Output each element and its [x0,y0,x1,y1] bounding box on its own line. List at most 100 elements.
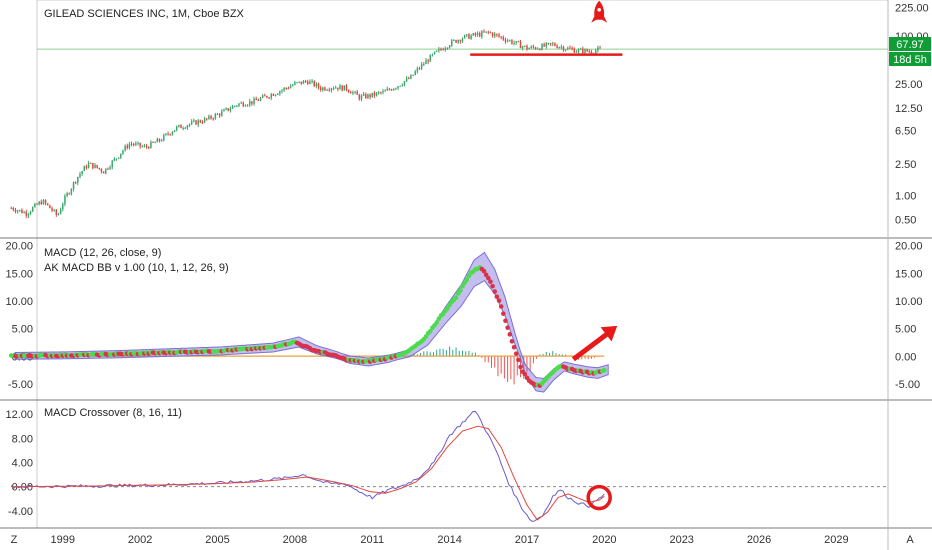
candle-body [498,34,500,37]
candle-body [130,143,133,145]
candle-body [304,80,307,82]
candle-body [408,78,410,80]
candle-body [218,113,221,116]
candle-body [547,43,550,45]
candle-body [569,47,571,49]
candle-body [560,46,563,48]
candle-body [438,48,440,51]
candle-body [358,94,361,100]
candle-body [40,201,43,205]
candle-body [152,141,154,143]
candle-body [139,142,141,147]
candle-body [294,82,296,85]
auto-scale-toggle[interactable]: A [906,534,914,546]
candle-body [38,201,40,205]
candle-body [81,171,83,174]
candle-body [345,85,348,90]
candle-body [468,34,470,39]
macd-tick-label-left: 10.00 [5,296,33,308]
macd-dot [494,294,500,300]
candle-body [298,81,300,83]
candle-body [418,68,421,70]
countdown-label: 18d 5h [893,54,927,66]
candle-body [573,48,575,53]
timezone-toggle[interactable]: Z [11,534,18,546]
candle-body [332,88,335,90]
candle-body [427,60,429,62]
candle-body [291,84,294,86]
candle-body [12,207,15,211]
candle-body [229,108,232,111]
candle-body [442,49,444,51]
macd-dot [492,289,498,294]
candle-body [339,85,341,90]
time-tick-label: 2014 [437,534,461,546]
candle-body [463,35,466,39]
macd-panel-title: MACD (12, 26, close, 9) [44,247,161,259]
candle-body [309,81,311,84]
candle-body [330,88,333,91]
candle-body [233,105,236,107]
candle-body [96,164,98,168]
macd-tick-label: 10.00 [895,296,923,308]
candle-body [567,47,569,50]
rocket-fins [591,14,608,23]
price-tick-label: 225.00 [895,3,929,15]
candle-body [34,203,36,208]
candle-body [70,189,73,194]
candle-body [350,91,352,94]
macd-tick-label: 0.00 [895,351,916,363]
candle-body [59,209,62,214]
candle-body [322,87,324,91]
candle-body [132,144,135,146]
price-panel-title: GILEAD SCIENCES INC, 1M, Cboe BZX [44,8,245,20]
candle-body [356,91,358,95]
candle-body [403,81,406,85]
price-tick-label: 0.50 [895,215,916,227]
candle-body [513,42,515,44]
candle-body [476,33,479,36]
candle-body [590,51,593,54]
candle-body [328,89,331,91]
time-tick-label: 2029 [824,534,848,546]
candle-body [255,98,257,101]
candle-body [365,94,367,99]
candle-body [57,213,60,215]
macd-dot [522,371,528,377]
candle-body [143,145,146,147]
candle-body [420,64,423,69]
macd-dot [507,332,513,337]
candle-body [14,210,17,212]
crossover-fast-line [10,410,605,522]
candle-body [588,51,591,53]
candle-body [453,39,455,41]
candle-body [388,88,391,90]
candle-body [111,160,113,168]
candle-body [489,32,492,34]
candle-body [481,31,483,37]
crossover-tick-label: -4.00 [8,506,33,518]
candle-body [371,92,373,98]
candle-body [337,87,339,90]
candle-body [362,94,365,96]
macd-dot [485,275,491,281]
candle-body [145,145,148,148]
macd-dot [498,304,504,309]
candle-body [451,40,453,46]
candle-body [575,51,578,53]
crossover-panel-title: MACD Crossover (8, 16, 11) [44,407,182,419]
macd-dot [490,283,495,289]
macd-tick-label-left: 15.00 [5,268,33,280]
candle-body [317,83,320,88]
candle-body [354,91,356,93]
price-tick-label: 25.00 [895,79,923,91]
crossover-panel: 12.00 8.00 4.00 0.00 -4.00 [5,409,888,522]
candle-body [315,83,318,87]
candle-body [231,106,234,109]
price-tick-label: 6.50 [895,126,916,138]
candle-body [524,45,526,47]
candle-body [197,120,199,125]
candle-body [25,211,28,216]
candle-body [483,31,485,33]
candle-body [23,211,25,214]
